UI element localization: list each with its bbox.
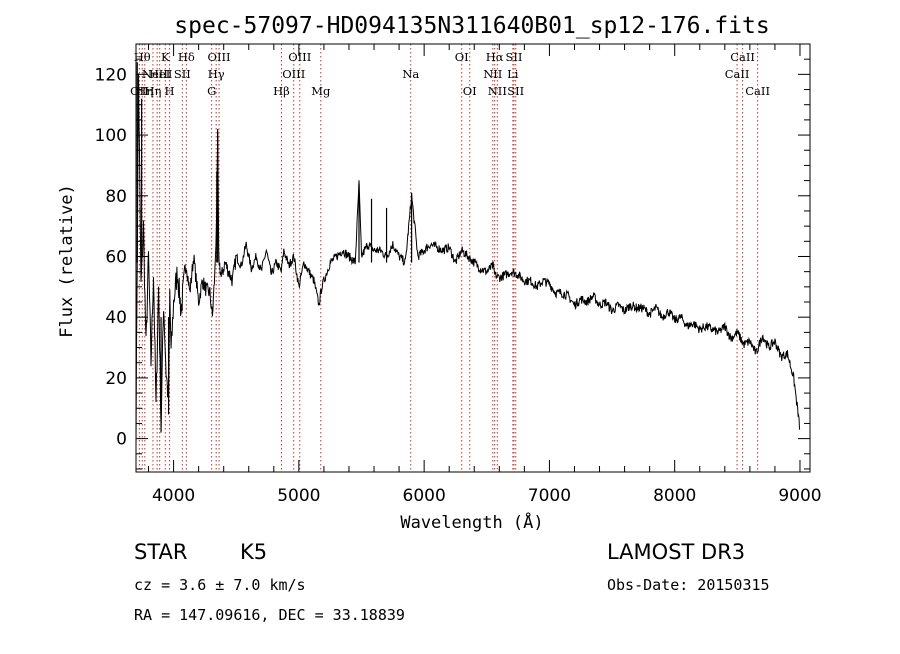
line-label-19: OI: [463, 84, 477, 98]
line-label-0: OII: [130, 84, 149, 98]
spectral-line-markers: [138, 44, 759, 472]
ra-dec-coordinates: RA = 147.09616, DEC = 33.18839: [134, 606, 405, 624]
x-tick-label-0: 4000: [152, 486, 195, 506]
object-class: STAR: [134, 540, 187, 564]
y-tick-label-2: 40: [105, 308, 127, 328]
observation-date: Obs-Date: 20150315: [607, 576, 770, 594]
line-label-25: SII: [507, 84, 524, 98]
line-label-24: SII: [505, 50, 522, 64]
y-tick-label-1: 20: [105, 369, 127, 389]
line-label-4: NeIII: [142, 67, 173, 81]
chart-title: spec-57097-HD094135N311640B01_sp12-176.f…: [174, 13, 769, 39]
x-tick-label-4: 8000: [653, 486, 696, 506]
x-axis-ticks: 4000 5000 6000 7000 8000 9000: [148, 44, 822, 506]
plot-frame: [135, 43, 811, 473]
line-label-10: G: [207, 84, 216, 98]
line-label-13: Hβ: [273, 84, 290, 98]
line-label-26: CaII: [725, 67, 750, 81]
line-label-17: Na: [402, 67, 419, 81]
line-label-3: Hη: [144, 84, 161, 98]
line-label-8: SII: [174, 67, 191, 81]
line-label-9: Hδ: [178, 50, 195, 64]
y-tick-label-6: 120: [95, 65, 127, 85]
line-label-12: OIII: [208, 50, 231, 64]
survey-name: LAMOST DR3: [607, 540, 745, 564]
line-label-11: Hγ: [208, 67, 225, 81]
spectral-subclass: K5: [240, 540, 267, 564]
x-tick-label-2: 6000: [403, 486, 446, 506]
line-label-22: NII: [488, 84, 507, 98]
x-tick-label-3: 7000: [528, 486, 571, 506]
x-tick-label-5: 9000: [778, 486, 821, 506]
line-label-21: Hα: [486, 50, 504, 64]
line-label-15: OIII: [288, 50, 311, 64]
y-axis-ticks: 0 20 40 60 80 100 120: [95, 43, 810, 470]
line-label-1: Hθ: [134, 50, 151, 64]
line-label-7: H: [165, 84, 175, 98]
line-label-18: OI: [455, 50, 469, 64]
flux-series: [135, 62, 801, 447]
line-label-2: Hη: [136, 84, 153, 98]
redshift-cz: cz = 3.6 ± 7.0 km/s: [134, 576, 306, 594]
line-label-14: OIII: [282, 67, 305, 81]
y-axis-label: Flux (relative): [57, 184, 77, 338]
line-label-5: HeI: [149, 67, 170, 81]
line-label-28: CaII: [745, 84, 770, 98]
y-tick-label-3: 60: [105, 247, 127, 267]
y-tick-label-0: 0: [116, 430, 127, 450]
x-tick-label-1: 5000: [277, 486, 320, 506]
flux-line: [135, 73, 801, 447]
line-label-20: NII: [483, 67, 502, 81]
y-tick-label-5: 100: [95, 126, 127, 146]
line-label-27: CaII: [730, 50, 755, 64]
line-label-6: K: [161, 50, 170, 64]
line-label-16: Mg: [311, 84, 331, 98]
y-tick-label-4: 80: [105, 187, 127, 207]
line-label-23: Li: [507, 67, 519, 81]
x-axis-label: Wavelength (Å): [400, 511, 543, 533]
